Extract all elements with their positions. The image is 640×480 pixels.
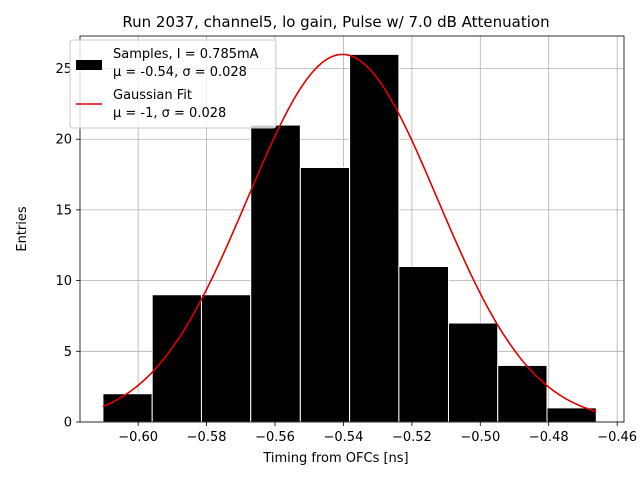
histogram-bar: [102, 393, 153, 423]
legend-samples-swatch: [76, 60, 102, 70]
legend-samples-stats: μ = -0.54, σ = 0.028: [113, 65, 247, 80]
legend-fit-stats: μ = -1, σ = 0.028: [113, 106, 226, 121]
y-axis-ticks: 0 5 10 15 20 25: [55, 62, 80, 431]
y-tick-label: 10: [55, 274, 72, 289]
y-tick-label: 20: [55, 133, 72, 148]
legend-samples-label: Samples, I = 0.785mA: [113, 47, 259, 62]
histogram-bars: [102, 53, 597, 423]
x-tick-label: −0.48: [529, 430, 569, 445]
gaussian-fit-curve: [102, 53, 597, 413]
y-tick-label: 0: [64, 416, 72, 431]
y-axis-label: Entries: [15, 206, 30, 252]
x-tick-label: −0.54: [324, 430, 364, 445]
histogram-bar: [200, 294, 252, 423]
x-axis-label: Timing from OFCs [ns]: [262, 451, 408, 466]
x-tick-label: −0.46: [597, 430, 637, 445]
y-tick-label: 5: [64, 345, 72, 360]
y-tick-label: 15: [55, 203, 72, 218]
legend: Samples, I = 0.785mA μ = -0.54, σ = 0.02…: [69, 39, 277, 129]
legend-box: [69, 39, 277, 129]
x-tick-label: −0.60: [118, 430, 158, 445]
histogram-bar: [250, 124, 301, 423]
histogram-bar: [497, 364, 548, 423]
histogram-bar: [398, 265, 449, 423]
y-tick-label: 25: [55, 62, 72, 77]
x-tick-label: −0.58: [187, 430, 227, 445]
histogram-bar: [299, 166, 351, 423]
gaussian-fit-layer: [102, 53, 597, 413]
histogram-bar: [349, 53, 400, 423]
x-tick-label: −0.52: [392, 430, 432, 445]
plot-frame: [79, 35, 625, 423]
legend-fit-label: Gaussian Fit: [113, 88, 192, 103]
histogram-bar: [447, 322, 499, 423]
chart-title: Run 2037, channel5, lo gain, Pulse w/ 7.…: [122, 13, 549, 31]
x-axis-ticks: −0.60 −0.58 −0.56 −0.54 −0.52 −0.50 −0.48 −0.46: [118, 422, 637, 445]
x-tick-label: −0.50: [460, 430, 500, 445]
x-tick-label: −0.56: [255, 430, 295, 445]
